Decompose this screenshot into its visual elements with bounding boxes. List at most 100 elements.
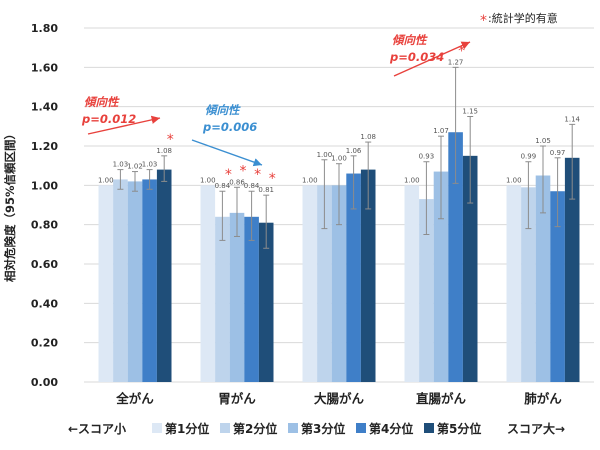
- bar: [331, 185, 347, 382]
- legend-right-text: スコア大→: [507, 421, 565, 436]
- legend-swatch: [288, 423, 298, 433]
- y-axis-label: 相対危険度（95%信頼区間）: [3, 128, 17, 282]
- bar: [127, 181, 143, 382]
- data-label: 1.03: [142, 161, 158, 169]
- bar: [506, 185, 522, 382]
- data-label: 1.08: [156, 147, 172, 155]
- data-label: 0.84: [244, 182, 260, 190]
- y-tick-label: 1.20: [31, 140, 58, 153]
- trend-annotations: 傾向性 p=0.012 傾向性 p=0.006 傾向性 p=0.034: [81, 33, 471, 167]
- trend-arrow: [393, 41, 471, 77]
- data-label: 1.15: [462, 108, 478, 116]
- y-tick-label: 0.40: [31, 297, 58, 310]
- bar: [244, 216, 259, 382]
- bar: [229, 212, 245, 382]
- y-tick-label: 0.80: [31, 219, 58, 232]
- data-label: 1.06: [346, 147, 362, 155]
- legend-left-text: ←スコア小: [68, 421, 126, 436]
- trend-arrow: [191, 139, 263, 167]
- y-tick-label: 0.60: [31, 258, 58, 271]
- bar: [564, 157, 580, 382]
- data-label: 1.00: [200, 176, 216, 184]
- legend-swatch: [356, 423, 366, 433]
- data-label: 0.97: [550, 149, 566, 157]
- data-label: 1.08: [360, 133, 376, 141]
- legend-entry: 第1分位: [165, 421, 209, 436]
- bar: [215, 216, 230, 382]
- y-tick-label: 1.60: [31, 61, 58, 74]
- significance-star: *: [167, 132, 174, 148]
- data-label: 0.99: [521, 153, 537, 161]
- y-tick-labels: 0.00 0.20 0.40 0.60 0.80 1.00 1.20 1.40 1.60 1.80: [31, 22, 58, 389]
- data-label: 0.86: [229, 178, 245, 186]
- y-tick-label: 0.00: [31, 376, 58, 389]
- trend-label: 傾向性: [84, 95, 120, 109]
- data-label: 1.00: [98, 176, 114, 184]
- note-text: :統計学的有意: [488, 11, 558, 25]
- legend-entry: 第4分位: [369, 421, 413, 436]
- bar: [317, 185, 332, 382]
- bar: [521, 187, 536, 382]
- y-tick-label: 0.20: [31, 337, 58, 350]
- note-star: *: [480, 13, 487, 29]
- trend-p-value: p=0.006: [202, 120, 257, 134]
- bar: [462, 155, 478, 382]
- bars: [98, 132, 580, 382]
- category-label: 直腸がん: [416, 391, 467, 406]
- bar: [360, 169, 376, 382]
- bar: [419, 199, 434, 382]
- data-label: 1.05: [535, 137, 551, 145]
- legend-swatch: [424, 423, 434, 433]
- category-label: 全がん: [115, 391, 154, 406]
- bar: [346, 173, 361, 382]
- y-tick-label: 1.00: [31, 179, 58, 192]
- error-bars: [117, 66, 576, 249]
- data-label: 1.00: [506, 176, 522, 184]
- bar: [113, 179, 128, 382]
- significance-star: *: [225, 167, 232, 183]
- data-label: 1.02: [127, 163, 143, 171]
- bar: [258, 222, 274, 382]
- bar: [433, 171, 449, 382]
- data-label: 1.00: [302, 176, 318, 184]
- data-label: 0.84: [215, 182, 231, 190]
- trend-p-value: p=0.034: [389, 50, 444, 64]
- category-label: 胃がん: [218, 391, 256, 406]
- legend: ←スコア小 スコア大→ 第1分位 第2分位 第3分位 第4分位 第5分位: [68, 421, 565, 436]
- trend-label: 傾向性: [392, 33, 428, 47]
- legend-swatch: [152, 423, 162, 433]
- data-label: 1.00: [404, 176, 420, 184]
- data-label: 1.00: [317, 151, 333, 159]
- y-tick-label: 1.40: [31, 101, 58, 114]
- bar: [404, 185, 420, 382]
- bar: [550, 191, 565, 382]
- data-label: 1.00: [331, 155, 347, 163]
- significance-star: *: [458, 43, 465, 59]
- data-label: 1.03: [113, 161, 129, 169]
- significance-note: * :統計学的有意: [480, 11, 558, 29]
- bar: [98, 185, 114, 382]
- data-label: 0.81: [258, 186, 274, 194]
- legend-entry: 第2分位: [233, 421, 277, 436]
- significance-star: *: [269, 171, 276, 187]
- y-tick-label: 1.80: [31, 22, 58, 35]
- data-labels: 1.00 1.00 1.00 1.00 1.001.030.841.00 0.93 0.99…: [98, 58, 581, 194]
- legend-swatch: [220, 423, 230, 433]
- legend-entry: 第5分位: [437, 421, 481, 436]
- data-label: 0.93: [419, 153, 435, 161]
- significance-star: *: [254, 167, 261, 183]
- category-labels: 全がん 胃がん 大腸がん 直腸がん 肺がん: [115, 391, 562, 406]
- bar: [142, 179, 157, 382]
- trend-label: 傾向性: [205, 103, 241, 117]
- legend-entry: 第3分位: [301, 421, 345, 436]
- trend-p-value: p=0.012: [81, 112, 136, 126]
- data-label: 1.27: [448, 58, 464, 66]
- bar: [448, 132, 463, 382]
- bar: [200, 185, 216, 382]
- significance-star: *: [240, 163, 247, 179]
- bar: [302, 185, 318, 382]
- bar: [535, 175, 551, 382]
- category-label: 大腸がん: [314, 391, 365, 406]
- bar: [156, 169, 172, 382]
